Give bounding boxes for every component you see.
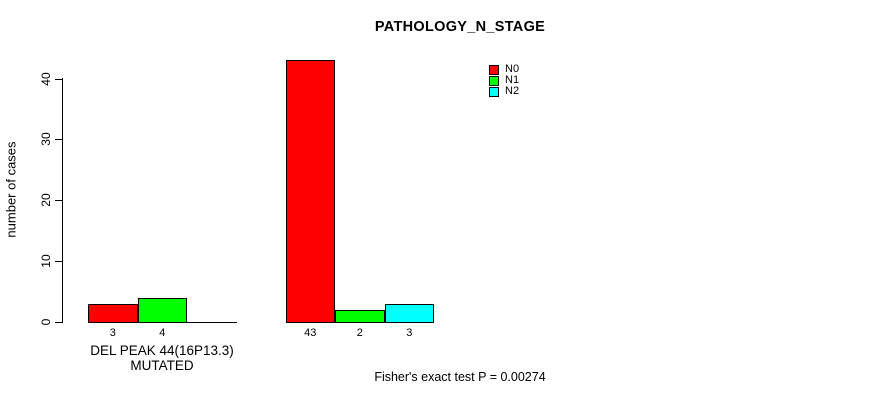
y-tick-label: 30 (39, 132, 53, 147)
y-tick-mark (55, 200, 63, 202)
bar-value-label: 2 (356, 327, 363, 339)
bar-N1 (335, 310, 385, 323)
legend-label: N1 (505, 74, 520, 86)
bar-value-label: 3 (109, 327, 116, 339)
bar-value-label: 4 (159, 327, 166, 339)
legend-swatch-N0 (489, 64, 499, 75)
bar-value-label: 3 (406, 327, 413, 339)
y-tick-label: 10 (39, 254, 53, 268)
y-tick-label: 40 (39, 71, 53, 86)
legend-item-N0: N0 (489, 64, 519, 75)
fisher-test-note: Fisher's exact test P = 0.00274 (374, 370, 546, 384)
y-tick-label: 20 (39, 193, 53, 207)
legend-item-N2: N2 (489, 86, 519, 97)
bar-value-label: 43 (304, 327, 317, 339)
group1-label: DEL PEAK 44(16P13.3) MUTATED (90, 343, 234, 373)
legend-label: N0 (505, 63, 520, 75)
legend: N0 N1 N2 (489, 64, 519, 97)
legend-label: N2 (505, 85, 520, 97)
y-tick-mark (55, 322, 63, 323)
bar-N0 (88, 304, 138, 323)
legend-swatch-N1 (489, 75, 499, 86)
bar-zero-N2 (187, 322, 237, 323)
y-tick-mark (55, 261, 63, 263)
chart-title: PATHOLOGY_N_STAGE (374, 19, 546, 35)
bar-N2 (384, 304, 434, 323)
y-tick-mark (55, 78, 63, 80)
y-tick-label: 0 (39, 318, 53, 326)
bar-N0 (285, 60, 335, 323)
bar-N1 (137, 298, 187, 323)
legend-item-N1: N1 (489, 75, 519, 86)
y-axis-title: number of cases (3, 141, 19, 238)
y-tick-mark (55, 139, 63, 141)
legend-swatch-N2 (489, 86, 499, 97)
